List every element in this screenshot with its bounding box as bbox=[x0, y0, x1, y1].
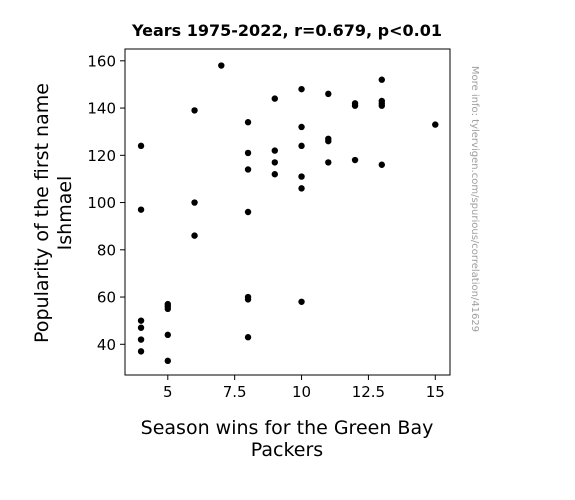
data-point bbox=[298, 173, 305, 180]
data-point bbox=[298, 85, 305, 93]
data-point bbox=[164, 331, 171, 339]
x-tick-label: 10 bbox=[292, 383, 311, 401]
data-point bbox=[137, 348, 145, 355]
data-point bbox=[271, 159, 278, 166]
data-point bbox=[325, 159, 332, 166]
y-axis-label-line1: Popularity of the first name bbox=[31, 83, 53, 343]
y-axis-label-line2: Ishmael bbox=[54, 176, 76, 251]
chart-title: Years 1975-2022, r=0.679, p<0.01 bbox=[131, 21, 442, 40]
data-point bbox=[244, 296, 252, 303]
data-point bbox=[244, 208, 252, 216]
data-point bbox=[378, 102, 385, 109]
data-point bbox=[325, 90, 332, 98]
data-point bbox=[351, 102, 359, 109]
data-point bbox=[137, 336, 145, 343]
y-tick-label: 140 bbox=[87, 100, 116, 118]
data-point bbox=[298, 123, 305, 131]
data-point bbox=[325, 137, 332, 145]
x-axis-ticks: 5 7.5 10 12.5 15 bbox=[163, 375, 445, 401]
data-point bbox=[137, 206, 145, 213]
data-point bbox=[244, 166, 252, 173]
x-axis-label-line1: Season wins for the Green Bay bbox=[141, 417, 434, 439]
data-point bbox=[191, 199, 198, 206]
data-point bbox=[432, 121, 439, 128]
plot-frame bbox=[124, 48, 451, 376]
y-tick-label: 160 bbox=[87, 52, 116, 70]
data-point bbox=[191, 107, 198, 114]
data-point bbox=[244, 334, 252, 341]
data-point bbox=[164, 357, 171, 365]
x-tick-label: 5 bbox=[163, 383, 173, 401]
data-point bbox=[298, 298, 305, 305]
y-tick-label: 80 bbox=[97, 241, 116, 259]
data-points bbox=[137, 62, 439, 365]
y-tick-label: 120 bbox=[87, 147, 116, 165]
x-tick-label: 12.5 bbox=[352, 383, 385, 401]
data-point bbox=[271, 147, 278, 154]
data-point bbox=[271, 95, 278, 102]
data-point bbox=[191, 232, 198, 239]
data-point bbox=[137, 142, 145, 150]
y-axis-ticks: 40 60 80 100 120 140 160 bbox=[87, 52, 125, 354]
data-point bbox=[137, 324, 145, 331]
data-point bbox=[244, 119, 252, 126]
source-watermark: More info: tylervigen.com/spurious/corre… bbox=[469, 66, 480, 332]
data-point bbox=[271, 171, 278, 178]
data-point bbox=[298, 185, 305, 192]
data-point bbox=[378, 76, 385, 83]
y-tick-label: 100 bbox=[87, 194, 116, 212]
data-point bbox=[351, 156, 359, 164]
x-tick-label: 7.5 bbox=[223, 383, 247, 401]
data-point bbox=[164, 305, 171, 313]
data-point bbox=[378, 161, 385, 168]
x-axis-label-line2: Packers bbox=[251, 439, 323, 461]
y-tick-label: 40 bbox=[97, 336, 116, 354]
data-point bbox=[244, 149, 252, 157]
data-point bbox=[218, 62, 225, 69]
data-point bbox=[137, 317, 145, 324]
x-tick-label: 15 bbox=[426, 383, 445, 401]
data-point bbox=[298, 142, 305, 150]
y-tick-label: 60 bbox=[97, 289, 116, 307]
